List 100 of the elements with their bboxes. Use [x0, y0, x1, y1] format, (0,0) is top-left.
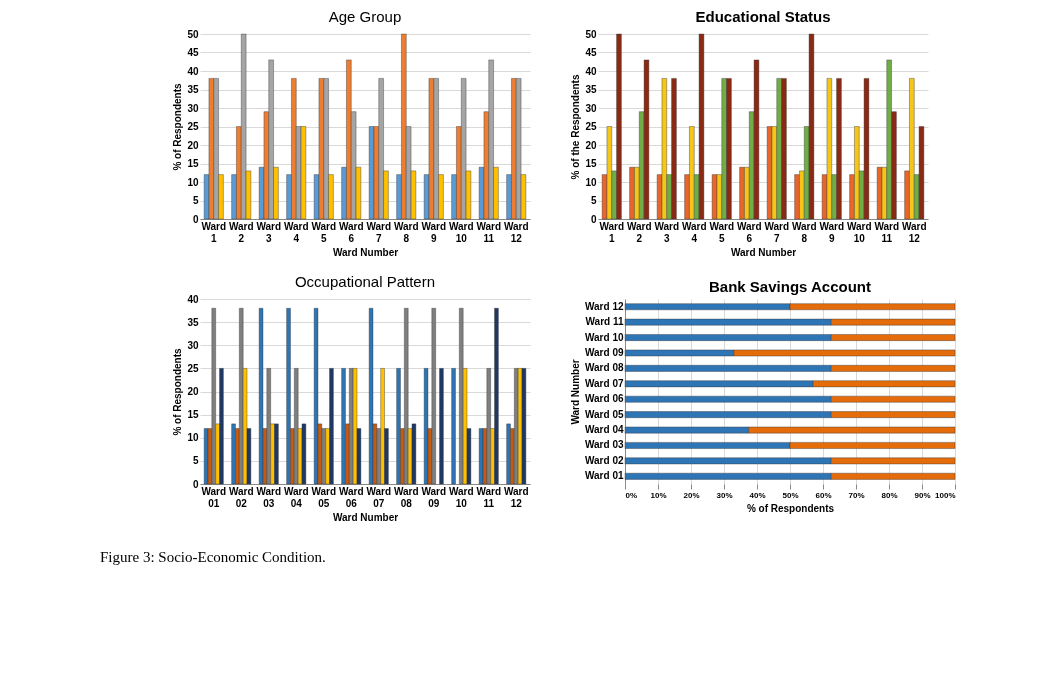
- y-tick-label: 15: [187, 409, 199, 421]
- y-tick-label: 5: [192, 195, 199, 206]
- y-tick-label: 40: [187, 65, 199, 77]
- x-tick-label: 60%: [815, 490, 832, 500]
- chart-title: Age Group: [328, 8, 402, 25]
- x-tick-label: 90%: [914, 490, 931, 500]
- x-axis-title: Ward Number: [332, 511, 399, 523]
- x-tick-label: Ward 10: [448, 220, 474, 244]
- x-tick-label: 20%: [683, 490, 700, 500]
- x-tick-label: Ward 11: [874, 220, 900, 244]
- bar: [439, 368, 444, 485]
- y-tick-label: 35: [585, 84, 597, 95]
- y-tick-label: 45: [187, 47, 199, 58]
- bar: [863, 78, 870, 220]
- bar: [514, 368, 519, 485]
- x-tick-label: Ward 6: [338, 220, 364, 244]
- y-tick-label: 10: [187, 176, 199, 188]
- x-tick-label: Ward 11: [476, 220, 502, 244]
- bar: [451, 368, 456, 485]
- y-tick-label: Ward 11: [585, 316, 624, 328]
- y-tick-label: 20: [187, 386, 199, 397]
- x-tick-label: Ward 2: [626, 220, 652, 244]
- bar: [368, 126, 375, 220]
- y-tick-label: 25: [585, 121, 597, 132]
- bar: [203, 428, 209, 485]
- x-tick-label: Ward 03: [256, 485, 282, 509]
- y-tick-label: Ward 12: [584, 300, 624, 312]
- x-tick-label: Ward 09: [421, 485, 447, 509]
- x-tick-label: 80%: [881, 490, 898, 500]
- y-tick-label: 20: [585, 139, 597, 151]
- bar: [368, 308, 374, 485]
- bar: [352, 368, 358, 485]
- y-tick-label: 0: [192, 478, 199, 490]
- y-tick-label: Ward 10: [584, 331, 624, 343]
- x-tick-label: Ward 3: [654, 220, 680, 244]
- bar: [711, 174, 718, 220]
- x-tick-label: Ward 1: [201, 220, 227, 244]
- bar: [380, 368, 385, 485]
- x-tick-label: Ward 12: [901, 220, 927, 244]
- y-tick-label: 35: [187, 316, 199, 328]
- bar: [286, 308, 291, 485]
- x-tick-label: Ward 05: [311, 485, 337, 509]
- x-tick-label: Ward 08: [393, 485, 419, 509]
- caption: Figure 3: Socio-Economic Condition.: [100, 549, 326, 565]
- chart-title: Educational Status: [695, 8, 831, 25]
- bar: [411, 423, 417, 485]
- y-tick-label: 10: [585, 176, 597, 188]
- y-tick-label: 30: [585, 102, 597, 114]
- x-tick-label: Ward 07: [366, 485, 392, 509]
- x-tick-label: 70%: [848, 490, 865, 500]
- x-tick-label: Ward 7: [366, 220, 392, 244]
- y-tick-label: Ward 06: [584, 393, 624, 405]
- x-tick-label: 100%: [935, 490, 956, 500]
- x-tick-label: Ward 9: [819, 220, 845, 244]
- y-tick-label: 20: [187, 139, 199, 151]
- x-tick-label: Ward 10: [846, 220, 872, 244]
- y-axis-title: % of Respondents: [172, 347, 184, 436]
- bar: [396, 368, 401, 485]
- bar: [404, 308, 409, 485]
- x-tick-label: Ward 1: [599, 220, 625, 244]
- bar: [301, 423, 307, 485]
- x-axis-title: Ward Number: [730, 246, 797, 258]
- y-tick-label: Ward 05: [584, 408, 624, 420]
- bar: [486, 368, 491, 485]
- x-tick-label: Ward 2: [228, 220, 254, 244]
- y-axis-title: Ward Number: [569, 359, 581, 425]
- bar: [794, 174, 800, 220]
- y-tick-label: 25: [187, 121, 199, 132]
- bar: [294, 368, 299, 485]
- bar: [300, 126, 307, 220]
- y-tick-label: 30: [187, 102, 199, 114]
- bar: [258, 308, 264, 485]
- y-tick-label: Ward 09: [584, 346, 624, 358]
- bar: [753, 59, 760, 220]
- x-tick-label: Ward 11: [476, 485, 502, 509]
- x-tick-label: Ward 10: [448, 485, 474, 509]
- x-tick-label: Ward 4: [681, 220, 707, 244]
- bar: [643, 59, 650, 220]
- bar: [918, 126, 925, 220]
- x-tick-label: Ward 12: [503, 485, 529, 509]
- bar: [329, 368, 334, 485]
- bar: [231, 423, 236, 485]
- bar: [341, 368, 346, 485]
- y-axis-title: % of Respondents: [172, 82, 184, 171]
- y-tick-label: 40: [187, 293, 199, 305]
- bar: [274, 423, 279, 485]
- bar: [423, 368, 429, 485]
- y-tick-label: 45: [585, 47, 597, 58]
- bar: [313, 308, 319, 485]
- y-tick-label: 40: [585, 65, 597, 77]
- x-tick-label: Ward 02: [228, 485, 254, 509]
- x-tick-label: 30%: [716, 490, 733, 500]
- y-tick-label: 25: [187, 362, 199, 374]
- y-tick-label: 35: [187, 84, 199, 95]
- y-tick-label: 50: [187, 28, 199, 40]
- bar: [506, 423, 511, 485]
- chart-title: Occupational Pattern: [294, 273, 436, 290]
- x-tick-label: 50%: [782, 490, 799, 500]
- y-tick-label: Ward 04: [584, 424, 624, 436]
- x-tick-label: Ward 4: [283, 220, 309, 244]
